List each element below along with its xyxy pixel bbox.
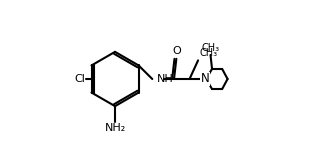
Text: Cl: Cl: [74, 74, 85, 84]
Text: O: O: [173, 46, 182, 56]
Text: NH₂: NH₂: [104, 123, 126, 133]
Text: N: N: [201, 73, 210, 85]
Text: CH₃: CH₃: [201, 43, 220, 53]
Text: NH: NH: [157, 74, 174, 84]
Text: N: N: [200, 74, 209, 84]
Text: CH₃: CH₃: [199, 48, 217, 58]
